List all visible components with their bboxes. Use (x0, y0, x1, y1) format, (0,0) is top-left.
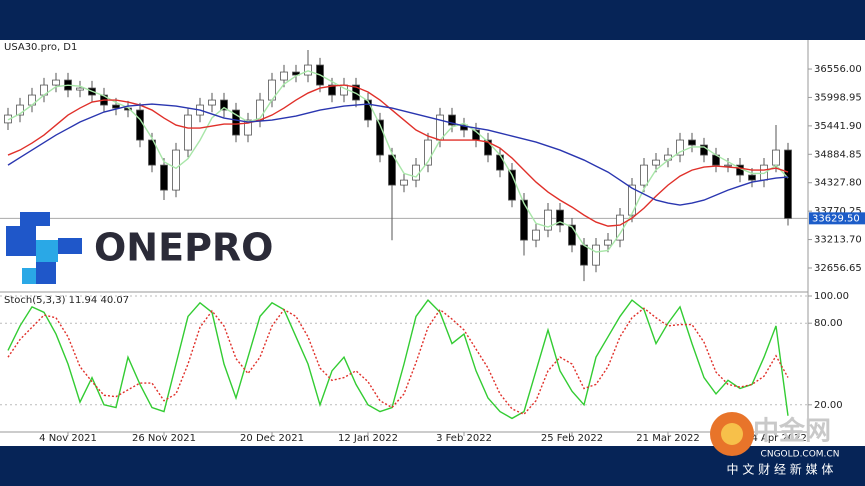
watermark-name: 中金网 (753, 416, 831, 447)
candle-body (148, 139, 156, 166)
candle-body (460, 124, 468, 131)
candle-body (640, 164, 648, 186)
candle-body (652, 159, 660, 166)
candle-body (328, 84, 336, 96)
candle-body (388, 154, 396, 186)
series-line (7, 299, 789, 420)
y-tick-label: 34884.85 (814, 149, 862, 160)
onepro-logo: ONEPRO (6, 212, 273, 284)
candle-body (520, 199, 528, 241)
candle-body (4, 114, 12, 124)
candle-body (160, 164, 168, 191)
x-tick-label: 3 Feb 2022 (436, 433, 492, 444)
candle-body (52, 79, 60, 86)
x-tick-label: 14 Apr 2022 (745, 433, 807, 444)
y-tick-label: 33213.70 (814, 235, 862, 246)
chart-title: USA30.pro, D1 (4, 42, 77, 53)
last-price-box (809, 212, 865, 225)
y-tick-label: 80.00 (814, 318, 843, 329)
candle-body (496, 154, 504, 171)
series-line (7, 307, 789, 416)
candle-body (772, 149, 780, 166)
y-tick-label: 36556.00 (814, 64, 862, 75)
candle-body (532, 229, 540, 241)
candle-body (364, 99, 372, 121)
candle-body (448, 114, 456, 126)
candle-body (172, 149, 180, 191)
stoch-title: Stoch(5,3,3) 11.94 40.07 (4, 295, 129, 306)
candle-body (688, 139, 696, 146)
candle-body (508, 169, 516, 201)
top-band (0, 0, 865, 40)
logo-square (36, 262, 56, 284)
candle-body (412, 164, 420, 181)
candle-body (208, 99, 216, 106)
watermark-tagline: 中 文 财 经 新 媒 体 (727, 462, 834, 477)
watermark-site: CNGOLD.COM.CN (761, 450, 840, 460)
series-line (7, 103, 789, 206)
logo-square (20, 212, 50, 226)
candle-body (244, 119, 252, 136)
last-price-label: 33629.50 (812, 213, 860, 224)
candle-body (556, 209, 564, 226)
candle-body (16, 104, 24, 116)
y-tick-label: 32656.65 (814, 263, 862, 274)
candle-body (292, 71, 300, 76)
candle-body (580, 244, 588, 266)
candle-body (232, 109, 240, 136)
candle-body (604, 239, 612, 246)
candle-body (136, 109, 144, 141)
candle-body (484, 139, 492, 156)
logo-square (22, 268, 36, 284)
x-tick-label: 21 Mar 2022 (636, 433, 699, 444)
y-tick-label: 34327.80 (814, 178, 862, 189)
y-tick-label: 20.00 (814, 400, 843, 411)
series-line (7, 70, 789, 253)
candle-body (76, 87, 84, 91)
x-tick-label: 4 Nov 2021 (39, 433, 97, 444)
y-tick-label: 33770.25 (814, 206, 862, 217)
x-tick-label: 12 Jan 2022 (338, 433, 398, 444)
watermark: 中金网 CNGOLD.COM.CN 中 文 财 经 新 媒 体 (710, 412, 839, 477)
watermark-icon (721, 423, 743, 445)
x-tick-label: 26 Nov 2021 (132, 433, 196, 444)
candle-body (280, 71, 288, 81)
candle-body (112, 104, 120, 109)
candle-body (304, 64, 312, 76)
candle-body (592, 244, 600, 266)
logo-square (36, 240, 58, 262)
candle-body (568, 224, 576, 246)
logo-square (6, 226, 36, 256)
marks: 4 Nov 2021 26 Nov 2021 20 Dec 2021 12 Jan 2… (0, 49, 865, 444)
candle-body (424, 139, 432, 166)
y-tick-label: 35441.90 (814, 121, 862, 132)
candle-body (628, 184, 636, 216)
candle-body (784, 149, 792, 219)
y-tick-label: 100.00 (814, 291, 849, 302)
candle-body (724, 164, 732, 167)
x-tick-label: 25 Feb 2022 (541, 433, 603, 444)
candle-body (220, 99, 228, 111)
candle-body (400, 179, 408, 186)
candle-body (184, 114, 192, 151)
candle-body (376, 119, 384, 156)
y-tick-label: 35998.95 (814, 92, 862, 103)
candle-body (544, 209, 552, 231)
logo-square (58, 238, 82, 254)
candle-body (748, 174, 756, 181)
logo-text: ONEPRO (94, 226, 273, 270)
x-tick-label: 20 Dec 2021 (240, 433, 304, 444)
candle-body (676, 139, 684, 156)
